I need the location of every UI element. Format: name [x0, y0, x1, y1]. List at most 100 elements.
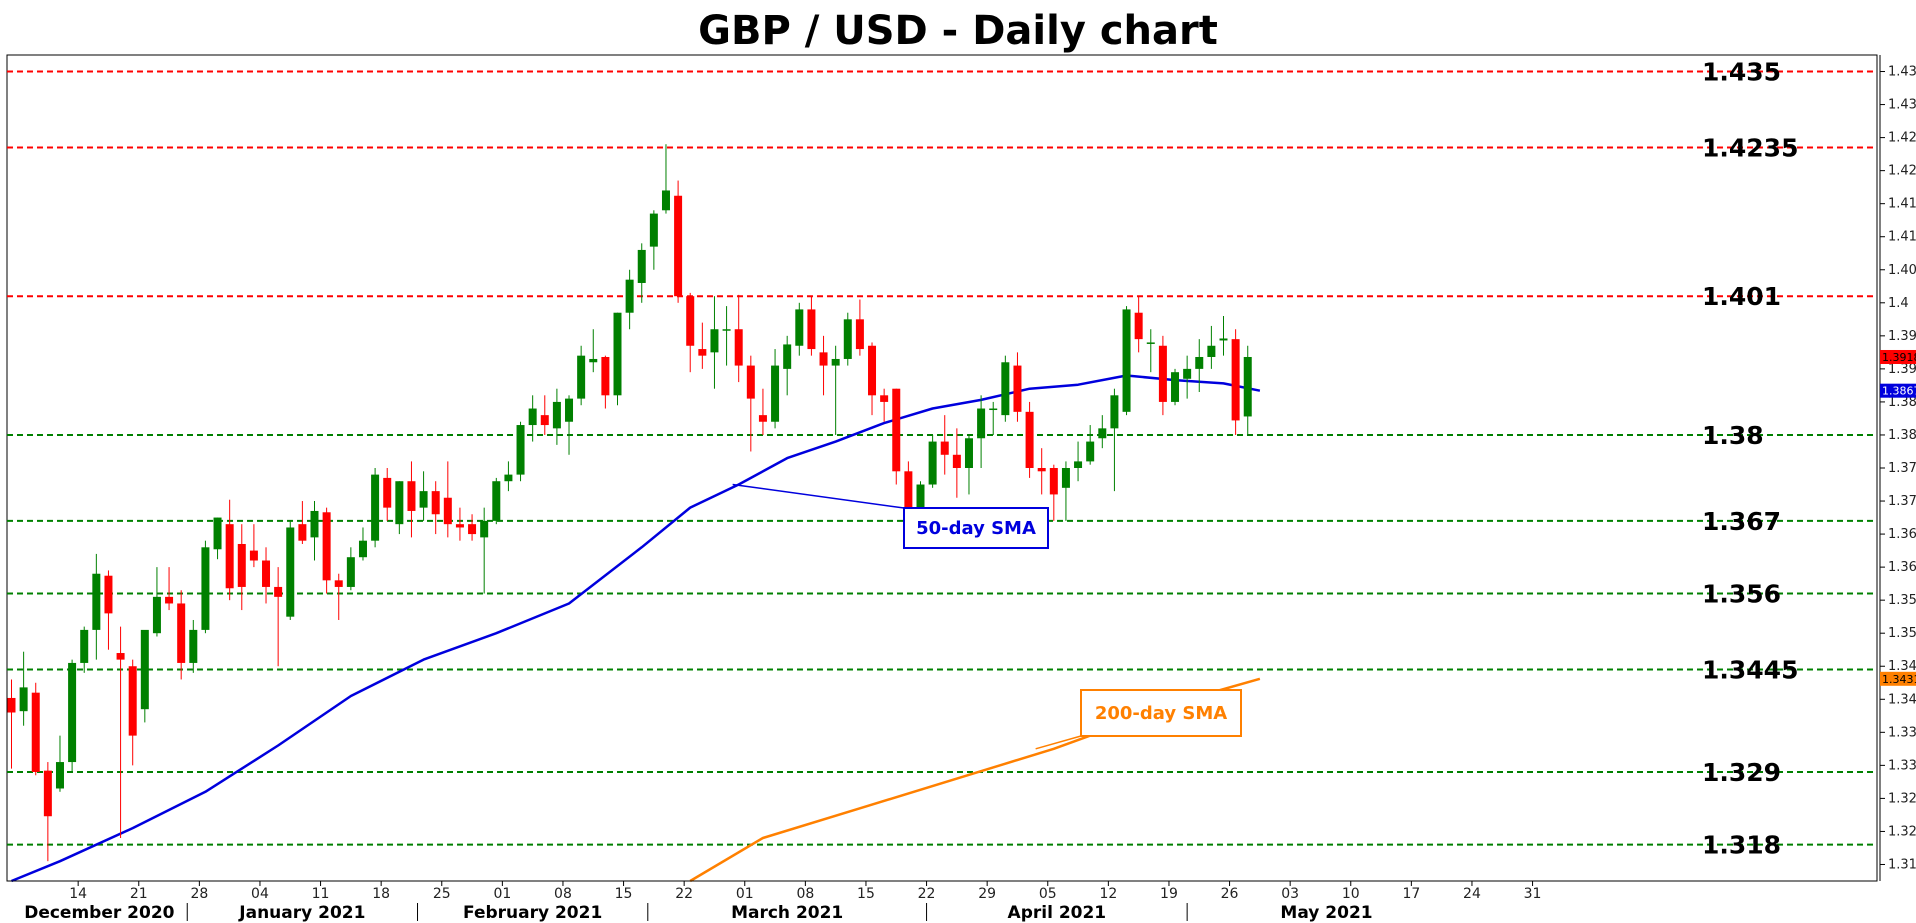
month-label: May 2021 — [1280, 903, 1372, 923]
candle-body — [177, 603, 186, 663]
candle-body — [637, 249, 646, 283]
y-tick-label: 1.34 — [1888, 692, 1916, 707]
candle-body — [443, 497, 452, 525]
candle-body — [589, 358, 598, 363]
candle-body — [625, 279, 634, 313]
y-tick-label: 1.385 — [1888, 395, 1916, 410]
candle — [1195, 339, 1204, 393]
close-price-tag: 1.3918 — [1880, 349, 1916, 364]
candle — [1183, 355, 1192, 399]
x-tick-label: 12 — [1099, 886, 1117, 902]
candle-body — [1183, 368, 1192, 379]
candle-body — [346, 557, 355, 587]
candle-body — [55, 762, 64, 789]
candle — [710, 296, 719, 389]
candle — [225, 499, 234, 601]
candle-body — [1134, 312, 1143, 340]
sma50-price-tag-text: 1.3867 — [1882, 385, 1916, 398]
candle-body — [771, 365, 780, 422]
candle-body — [1219, 338, 1228, 341]
x-tick-label: 08 — [796, 886, 814, 902]
x-tick-label: 04 — [251, 886, 269, 902]
candle-body — [661, 190, 670, 211]
candle — [480, 507, 489, 594]
candle-body — [746, 365, 755, 399]
candle — [274, 567, 283, 667]
candle-body — [334, 580, 343, 587]
y-tick-label: 1.335 — [1888, 725, 1916, 740]
candle-body — [904, 471, 913, 515]
candle — [892, 388, 901, 485]
candle-body — [395, 481, 404, 525]
candle — [1146, 329, 1155, 373]
candle — [613, 312, 622, 406]
candle — [1037, 448, 1046, 495]
candle-body — [480, 520, 489, 538]
x-tick-label: 15 — [857, 886, 875, 902]
candle-body — [43, 770, 52, 817]
candle — [625, 269, 634, 330]
x-tick-label: 03 — [1281, 886, 1299, 902]
candle-body — [565, 398, 574, 422]
candle — [262, 547, 271, 604]
candle — [92, 553, 101, 660]
candle-body — [892, 388, 901, 472]
axis-layer: 1.315 1.32 1.325 1.33 1.335 1.34 1.345 1.35 1.35… — [7, 55, 1916, 923]
x-tick-label: 01 — [493, 886, 511, 902]
sma200-callout-leader — [1035, 735, 1082, 750]
x-tick-label: 15 — [615, 886, 633, 902]
candle-body — [31, 692, 40, 772]
candle-body — [419, 491, 428, 508]
candle-body — [722, 329, 731, 331]
candle — [43, 762, 52, 862]
candle — [140, 629, 149, 723]
sma50-price-tag-bg — [1880, 383, 1916, 398]
candle-body — [698, 349, 707, 356]
candle — [371, 468, 380, 548]
candle-body — [649, 213, 658, 247]
y-tick-label: 1.36 — [1888, 560, 1916, 575]
month-label: January 2021 — [238, 903, 365, 923]
candle — [577, 345, 586, 406]
candle — [1098, 415, 1107, 449]
x-tick-label: 18 — [372, 886, 390, 902]
x-tick-label: 22 — [918, 886, 936, 902]
sma50-callout-text: 50-day SMA — [916, 518, 1036, 539]
candle — [1013, 352, 1022, 422]
candle — [1061, 461, 1070, 521]
y-tick-label: 1.38 — [1888, 428, 1916, 443]
candle — [552, 388, 561, 445]
candle — [1243, 345, 1252, 435]
candle — [1171, 368, 1180, 406]
candle — [964, 434, 973, 495]
month-label: April 2021 — [1008, 903, 1107, 923]
candle — [1025, 401, 1034, 478]
candle — [528, 395, 537, 442]
candle — [1219, 316, 1228, 356]
candle — [128, 659, 137, 766]
candle-body — [1098, 428, 1107, 439]
sma200-callout-text: 200-day SMA — [1095, 703, 1227, 724]
candle — [504, 461, 513, 492]
candle — [346, 547, 355, 591]
level-label: 1.367 — [1702, 507, 1781, 536]
candle-body — [552, 401, 561, 429]
candle-body — [977, 408, 986, 439]
candle-body — [1074, 461, 1083, 468]
candles-layer — [7, 144, 1252, 862]
candle — [686, 292, 695, 373]
candle — [492, 477, 501, 525]
candle — [940, 415, 949, 475]
level-label: 1.38 — [1702, 421, 1764, 450]
candle — [407, 461, 416, 538]
annotation-layer: 50-day SMA 200-day SMA 1.3918 1.3867 1.3431 — [732, 349, 1916, 750]
y-tick-label: 1.435 — [1888, 65, 1916, 80]
y-tick-label: 1.4 — [1888, 296, 1909, 311]
candle-body — [868, 345, 877, 396]
y-tick-label: 1.33 — [1888, 758, 1916, 773]
candle — [310, 501, 319, 561]
levels-layer: 1.435 1.4235 1.401 1.38 1.367 1.356 1.3445 1.32… — [7, 58, 1877, 860]
candle — [189, 619, 198, 673]
candle-body — [1013, 365, 1022, 412]
